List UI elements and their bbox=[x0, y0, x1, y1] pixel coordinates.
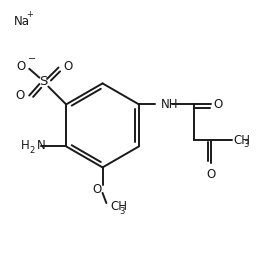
Text: H: H bbox=[20, 139, 29, 152]
Text: O: O bbox=[207, 168, 216, 181]
Text: O: O bbox=[16, 60, 25, 73]
Text: 2: 2 bbox=[29, 146, 34, 156]
Text: O: O bbox=[92, 182, 101, 195]
Text: NH: NH bbox=[161, 98, 178, 111]
Text: +: + bbox=[27, 10, 34, 19]
Text: O: O bbox=[15, 89, 25, 102]
Text: O: O bbox=[214, 98, 223, 111]
Text: −: − bbox=[28, 54, 36, 64]
Text: 3: 3 bbox=[243, 140, 249, 149]
Text: CH: CH bbox=[110, 200, 127, 213]
Text: N: N bbox=[37, 139, 46, 152]
Text: O: O bbox=[63, 60, 72, 73]
Text: S: S bbox=[39, 75, 47, 88]
Text: CH: CH bbox=[233, 134, 250, 146]
Text: 3: 3 bbox=[120, 207, 125, 216]
Text: Na: Na bbox=[13, 15, 29, 27]
